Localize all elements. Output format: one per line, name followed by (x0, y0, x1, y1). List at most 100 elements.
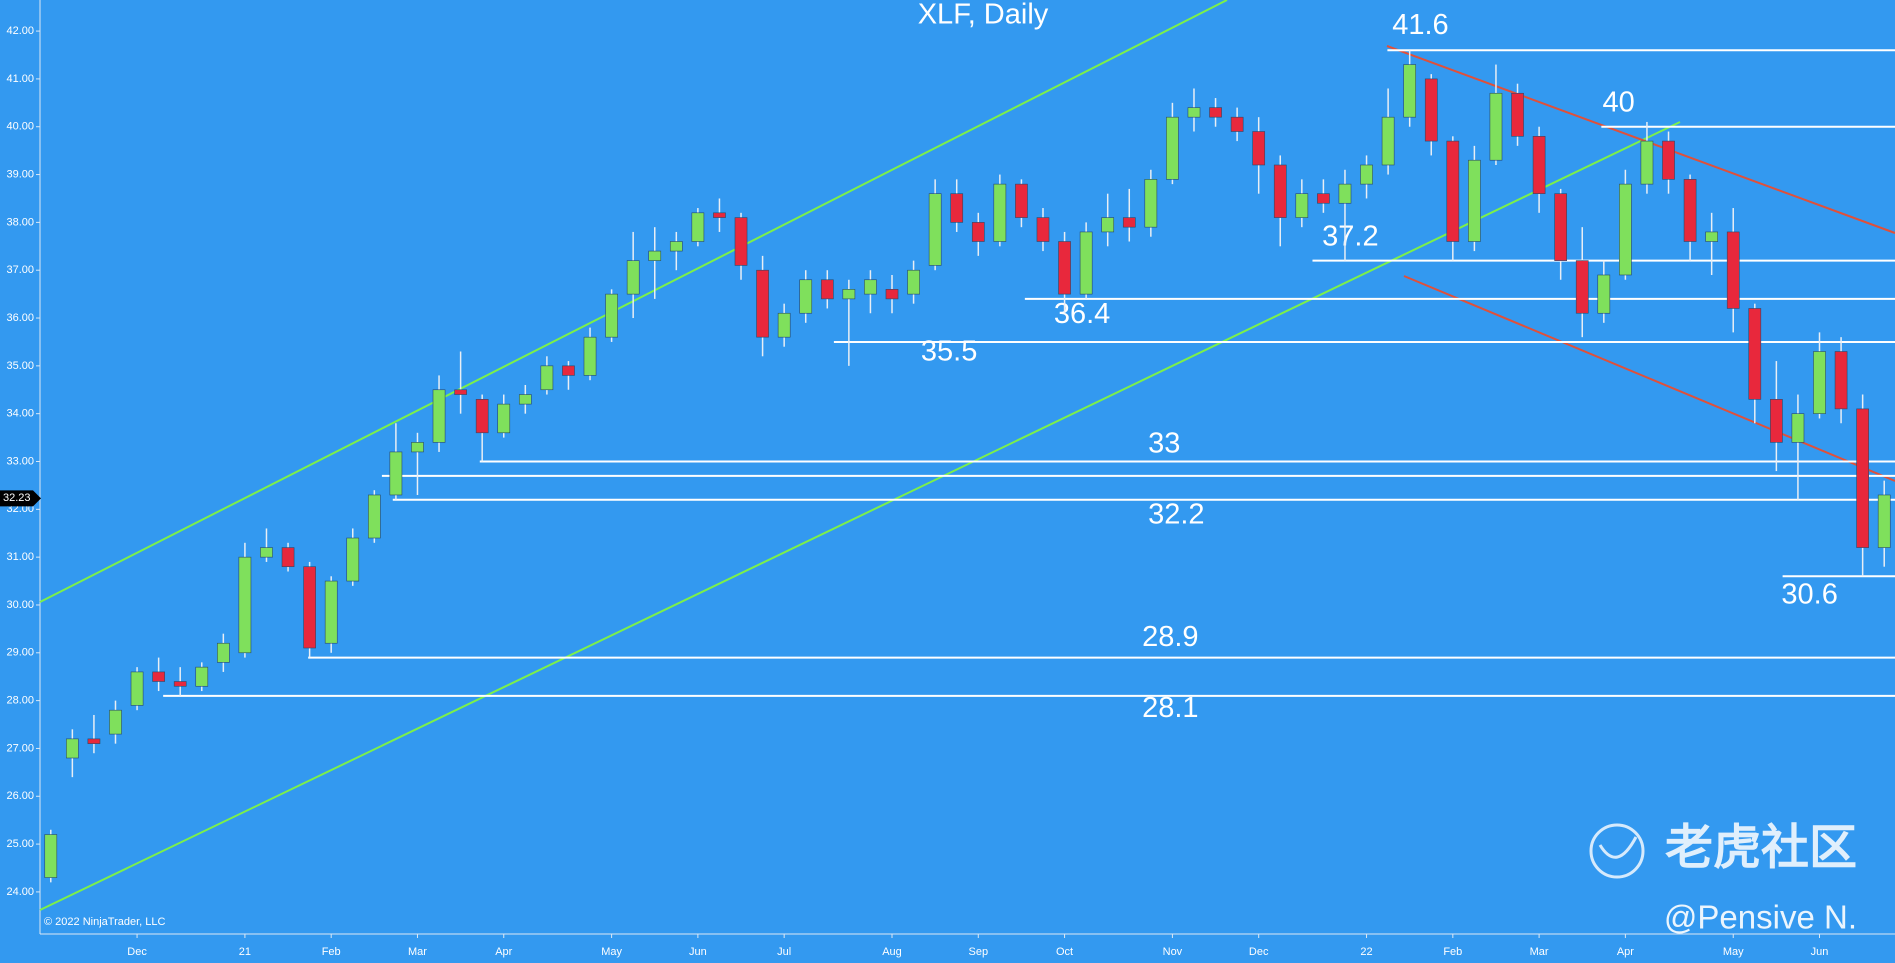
candle-body (928, 193, 942, 266)
candle-body (44, 834, 58, 878)
candle-body (1662, 140, 1675, 180)
x-tick-label: Feb (1443, 946, 1462, 958)
y-tick-label: 33.00 (6, 455, 34, 467)
candle-body (1252, 131, 1266, 166)
candle-body (475, 399, 489, 434)
level-label: 30.6 (1781, 578, 1837, 610)
x-tick-label: Oct (1056, 946, 1073, 958)
watermark-brand: 老虎社区 (1665, 822, 1857, 875)
y-tick-label: 26.00 (6, 790, 34, 802)
candle-body (109, 709, 122, 735)
candle-body (1424, 78, 1438, 142)
candle-body (66, 738, 79, 759)
candle-body (1403, 64, 1417, 118)
candle-body (691, 212, 705, 242)
level-label: 40 (1603, 87, 1635, 119)
candle-body (1058, 241, 1071, 295)
trendline (1386, 45, 1895, 234)
candle-body (432, 389, 446, 443)
candle-body (173, 681, 187, 687)
y-tick-label: 34.00 (6, 408, 34, 420)
level-label: 41.6 (1392, 9, 1448, 41)
candle-body (1554, 193, 1568, 261)
candles (44, 50, 1891, 883)
candle-body (1144, 179, 1158, 228)
candle-body (1446, 140, 1460, 242)
chart-title: XLF, Daily (918, 0, 1049, 31)
y-tick-label: 30.00 (6, 599, 34, 611)
candle-body (713, 212, 726, 218)
candle-body (993, 183, 1007, 242)
candle-body (1122, 217, 1136, 228)
x-tick-label: 21 (239, 946, 251, 958)
candle-body (799, 279, 813, 314)
candle-body (540, 365, 554, 391)
level-label: 35.5 (921, 336, 977, 368)
level-label: 37.2 (1322, 221, 1378, 253)
candle-body (1338, 183, 1352, 204)
y-tick-label: 25.00 (6, 838, 34, 850)
level-label: 28.9 (1142, 621, 1198, 653)
x-tick-label: Mar (1530, 946, 1549, 958)
candle-body (1877, 494, 1891, 548)
candle-body (734, 217, 748, 266)
y-tick-label: 36.00 (6, 312, 34, 324)
candle-body (1770, 399, 1783, 443)
candle-body (950, 193, 964, 223)
y-tick-label: 38.00 (6, 216, 34, 228)
candle-body (1166, 116, 1179, 180)
level-label: 28.1 (1142, 692, 1198, 724)
candle-body (1230, 116, 1244, 132)
y-tick-label: 27.00 (6, 742, 34, 754)
candle-body (324, 580, 338, 644)
x-tick-label: Nov (1163, 946, 1183, 958)
candle-body (1209, 107, 1222, 118)
watermark-logo (1589, 823, 1645, 879)
candle-body (669, 241, 683, 252)
y-tick-label: 31.00 (6, 551, 34, 563)
candle-body (1511, 92, 1524, 137)
trendline (1403, 275, 1895, 482)
candle-body (152, 671, 165, 682)
candle-body (281, 547, 295, 568)
y-tick-label: 37.00 (6, 264, 34, 276)
candle-body (1101, 217, 1115, 233)
x-tick-label: May (601, 946, 622, 958)
candle-body (907, 269, 920, 295)
candle-body (497, 403, 511, 434)
y-tick-label: 29.00 (6, 647, 34, 659)
candle-body (1619, 183, 1632, 276)
candle-body (518, 394, 532, 405)
candle-body (1468, 159, 1481, 242)
candle-body (820, 279, 834, 300)
candle-body (1640, 140, 1654, 185)
x-tick-label: Jul (777, 946, 791, 958)
candle-body (87, 738, 101, 744)
candle-body (1187, 107, 1201, 118)
candle-body (1683, 179, 1697, 242)
candle-body (626, 260, 640, 295)
y-tick-label: 28.00 (6, 695, 34, 707)
candle-body (777, 312, 791, 338)
y-tick-label: 41.00 (6, 73, 34, 85)
level-label: 33 (1148, 427, 1180, 459)
candle-body (1360, 164, 1373, 185)
y-tick-label: 39.00 (6, 168, 34, 180)
x-tick-label: Apr (495, 946, 512, 958)
candle-body (1856, 408, 1869, 548)
candle-body (367, 494, 381, 539)
trendline (39, 121, 1681, 911)
candle-body (260, 547, 273, 558)
candle-body (971, 222, 985, 242)
x-tick-label: Sep (968, 946, 988, 958)
candle-body (1079, 231, 1093, 295)
x-tick-label: Aug (882, 946, 902, 958)
price-tag (0, 490, 41, 507)
candle-body (1295, 193, 1309, 218)
candle-body (1813, 351, 1826, 414)
candle-body (454, 389, 467, 395)
y-tick-label: 35.00 (6, 360, 34, 372)
watermark-author: @Pensive N. (1664, 899, 1857, 936)
